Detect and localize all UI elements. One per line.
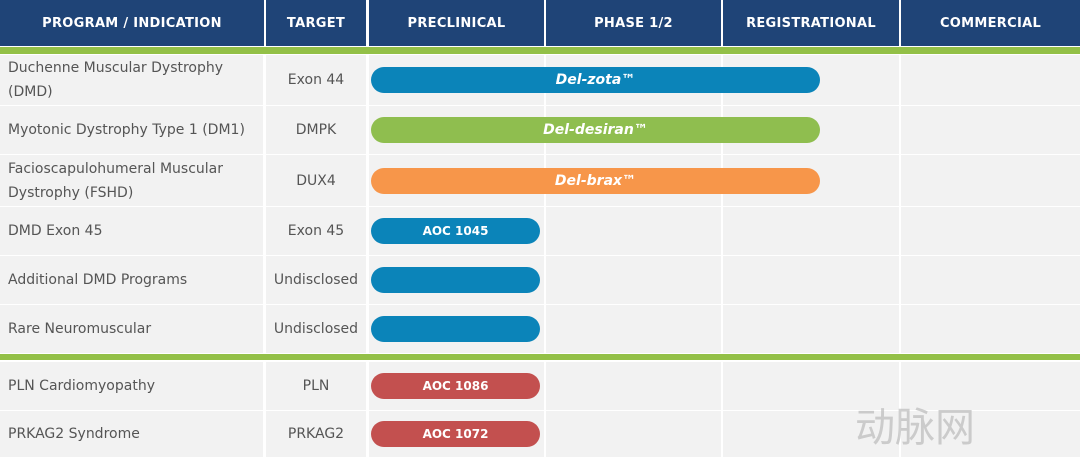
column-header: PHASE 1/2 [546, 0, 721, 46]
stage-cell [546, 362, 721, 410]
target: PRKAG2 [266, 411, 366, 457]
program-bar: Del-brax™ [371, 167, 820, 194]
column-header: PRECLINICAL [369, 0, 544, 46]
program-bar: AOC 1086 [371, 373, 540, 399]
stage-cell [901, 155, 1080, 206]
stage-cell [901, 106, 1080, 154]
stage-cell [901, 305, 1080, 353]
program: Additional DMD Programs [0, 256, 263, 304]
stage-cell [723, 362, 899, 410]
stage-cell [723, 411, 899, 457]
target: PLN [266, 362, 366, 410]
program: Rare Neuromuscular [0, 305, 263, 353]
stage-cell [901, 362, 1080, 410]
stage-cell [546, 207, 721, 255]
column-header: COMMERCIAL [901, 0, 1080, 46]
program: Facioscapulohumeral Muscular Dystrophy (… [0, 155, 263, 206]
divider [0, 47, 1080, 54]
column-header: REGISTRATIONAL [723, 0, 899, 46]
program-bar [371, 316, 540, 342]
target: Exon 45 [266, 207, 366, 255]
divider [0, 354, 1080, 360]
stage-cell [901, 411, 1080, 457]
program: PLN Cardiomyopathy [0, 362, 263, 410]
stage-cell [901, 207, 1080, 255]
program: Duchenne Muscular Dystrophy (DMD) [0, 55, 263, 105]
column-header: PROGRAM / INDICATION [0, 0, 264, 46]
watermark: 动脉网 [855, 405, 975, 451]
stage-cell [723, 305, 899, 353]
target: DUX4 [266, 155, 366, 206]
program: DMD Exon 45 [0, 207, 263, 255]
stage-cell [723, 256, 899, 304]
program: PRKAG2 Syndrome [0, 411, 263, 457]
target: Undisclosed [266, 256, 366, 304]
program: Myotonic Dystrophy Type 1 (DM1) [0, 106, 263, 154]
stage-cell [901, 256, 1080, 304]
stage-cell [546, 256, 721, 304]
stage-cell [546, 305, 721, 353]
program-bar: Del-desiran™ [371, 117, 820, 143]
program-bar: AOC 1072 [371, 421, 540, 447]
program-bar: AOC 1045 [371, 218, 540, 244]
stage-cell [723, 207, 899, 255]
program-bar [371, 267, 540, 293]
column-header: TARGET [266, 0, 366, 46]
target: Undisclosed [266, 305, 366, 353]
stage-cell [546, 411, 721, 457]
stage-cell [901, 55, 1080, 105]
target: Exon 44 [266, 55, 366, 105]
target: DMPK [266, 106, 366, 154]
program-bar: Del-zota™ [371, 67, 820, 93]
